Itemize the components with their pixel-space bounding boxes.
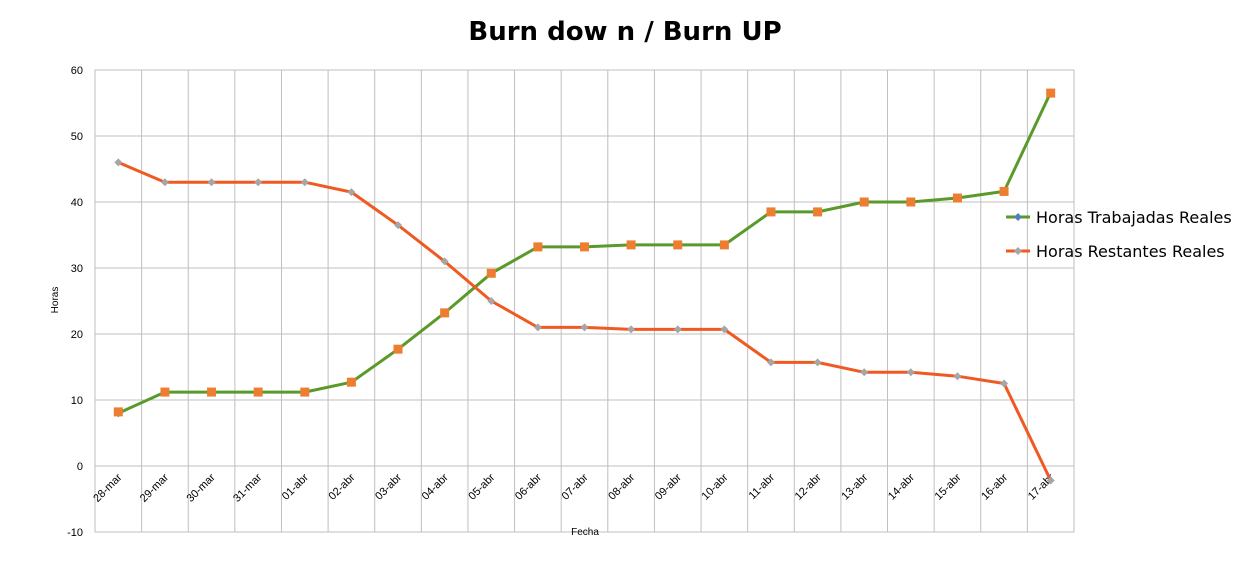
series-line-1 bbox=[117, 91, 1053, 415]
overlay-square-point bbox=[999, 186, 1009, 196]
x-tick-label: 29-mar bbox=[138, 471, 171, 504]
x-tick-label: 13-abr bbox=[839, 471, 870, 502]
overlay-square-point bbox=[952, 193, 962, 203]
series-2-point bbox=[207, 178, 216, 187]
series-2-point bbox=[487, 297, 496, 305]
y-tick-label: 10 bbox=[71, 395, 83, 407]
x-tick-label: 07-abr bbox=[560, 471, 591, 502]
series-2-point bbox=[1000, 379, 1009, 388]
overlay-square-point bbox=[859, 197, 869, 207]
x-tick-label: 28-mar bbox=[91, 471, 124, 504]
overlay-square-point bbox=[346, 377, 356, 387]
overlay-square-point bbox=[160, 387, 170, 397]
series-2-point bbox=[720, 325, 729, 334]
overlay-square-point bbox=[300, 387, 310, 397]
series-2-point bbox=[673, 325, 682, 334]
series-2-point bbox=[953, 372, 962, 381]
overlay-square-point bbox=[813, 207, 823, 217]
series-2-point bbox=[160, 178, 169, 187]
x-tick-label: 02-abr bbox=[327, 471, 358, 502]
x-tick-label: 08-abr bbox=[606, 471, 637, 502]
plot-border bbox=[94, 69, 1075, 533]
x-axis-label: Fecha bbox=[571, 527, 599, 538]
x-tick-label: 30-mar bbox=[185, 471, 218, 504]
x-tick-label: 03-abr bbox=[373, 471, 404, 502]
x-tick-label: 06-abr bbox=[513, 471, 544, 502]
chart-title: Burn dow n / Burn UP bbox=[468, 17, 781, 47]
y-tick-label: 30 bbox=[71, 263, 83, 275]
x-tick-label: 04-abr bbox=[420, 471, 451, 502]
y-tick-label: -10 bbox=[67, 527, 83, 539]
overlay-square-point bbox=[673, 240, 683, 250]
overlay-square-point bbox=[626, 240, 636, 250]
series-2-point bbox=[860, 368, 869, 377]
legend-label-1: Horas Trabajadas Reales bbox=[1036, 208, 1232, 227]
overlay-square-point bbox=[440, 308, 450, 318]
x-tick-label: 31-mar bbox=[231, 471, 264, 504]
series-2-point bbox=[627, 325, 636, 334]
x-tick-label: 05-abr bbox=[466, 471, 497, 502]
series-2-point bbox=[766, 358, 775, 367]
legend: Horas Trabajadas Reales Horas Restantes R… bbox=[1006, 208, 1232, 261]
overlay-square-point bbox=[1046, 88, 1056, 98]
series-2-point bbox=[533, 323, 542, 332]
overlay-square-point bbox=[766, 207, 776, 217]
series-2-point bbox=[1046, 476, 1055, 485]
x-tick-label: 15-abr bbox=[933, 471, 964, 502]
plot-area: -10 0 10 20 30 40 50 60 28-mar 29-mar 30-mar 31-mar… bbox=[67, 65, 1075, 539]
x-tick-label: 14-abr bbox=[886, 471, 917, 502]
series-2-point bbox=[580, 323, 589, 332]
x-tick-label: 10-abr bbox=[700, 471, 731, 502]
overlay-square-point bbox=[113, 407, 123, 417]
series-2-point bbox=[254, 178, 263, 187]
overlay-square-point bbox=[486, 268, 496, 278]
overlay-square-point bbox=[253, 387, 263, 397]
y-tick-label: 50 bbox=[71, 131, 83, 143]
overlay-square-point bbox=[719, 240, 729, 250]
series-2-point bbox=[300, 178, 309, 187]
overlay-square-point bbox=[393, 344, 403, 354]
series-2-point bbox=[440, 257, 449, 266]
y-tick-label: 20 bbox=[71, 329, 83, 341]
x-tick-label: 01-abr bbox=[280, 471, 311, 502]
series-2-point bbox=[813, 358, 822, 367]
overlay-square-point bbox=[580, 242, 589, 252]
x-tick-label: 16-abr bbox=[979, 471, 1010, 502]
x-tick-label: 17-abr bbox=[1026, 471, 1057, 502]
series-2-point bbox=[114, 158, 123, 167]
x-tick-label: 12-abr bbox=[793, 471, 824, 502]
legend-label-2: Horas Restantes Reales bbox=[1036, 242, 1225, 261]
y-tick-label: 0 bbox=[77, 461, 83, 473]
x-tick-label: 11-abr bbox=[747, 471, 778, 502]
overlay-square-point bbox=[533, 242, 543, 252]
y-axis-label: Horas bbox=[50, 287, 61, 314]
overlay-square-point bbox=[207, 387, 217, 397]
series-2-point bbox=[347, 188, 356, 197]
legend-marker-2 bbox=[1014, 247, 1022, 255]
legend-marker-1 bbox=[1014, 213, 1022, 221]
series-line-2 bbox=[117, 161, 1053, 482]
y-tick-label: 60 bbox=[71, 65, 83, 77]
y-tick-label: 40 bbox=[71, 197, 83, 209]
series-2-point bbox=[906, 368, 915, 377]
overlay-square-point bbox=[906, 197, 916, 207]
x-tick-label: 09-abr bbox=[653, 471, 684, 502]
series-2-point bbox=[394, 221, 403, 230]
